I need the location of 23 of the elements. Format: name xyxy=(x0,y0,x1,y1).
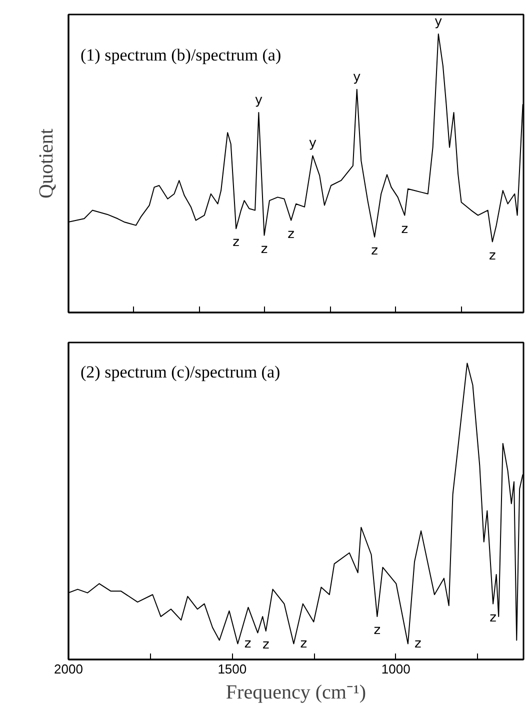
annotation: z xyxy=(488,248,496,264)
annotation: z xyxy=(371,244,378,259)
annotation: y xyxy=(308,136,317,152)
annotation: z xyxy=(232,235,240,250)
annotation: y xyxy=(254,93,263,108)
annotation: y xyxy=(434,14,443,30)
x-axis-title: Frequency (cm⁻¹) xyxy=(226,682,366,704)
x-tick-label: 2000 xyxy=(54,662,83,676)
annotation: z xyxy=(374,623,381,638)
annotation: z xyxy=(490,610,497,626)
text: (1) spectrum (b)/spectrum (a) xyxy=(80,46,282,64)
annotation: z xyxy=(401,222,408,237)
annotation: z xyxy=(244,636,252,652)
annotation: z xyxy=(260,242,268,257)
annotation: z xyxy=(300,636,308,652)
annotation: z xyxy=(288,226,295,242)
annotation: z xyxy=(262,638,270,653)
y-axis-title: Quotient xyxy=(36,128,58,198)
annotation: y xyxy=(353,70,362,85)
x-tick-label: 1500 xyxy=(218,662,247,676)
chart-title: (2) spectrum (c)/spectrum (a) xyxy=(80,362,280,382)
x-tick-label: 1000 xyxy=(381,662,410,676)
annotation: z xyxy=(414,636,422,652)
